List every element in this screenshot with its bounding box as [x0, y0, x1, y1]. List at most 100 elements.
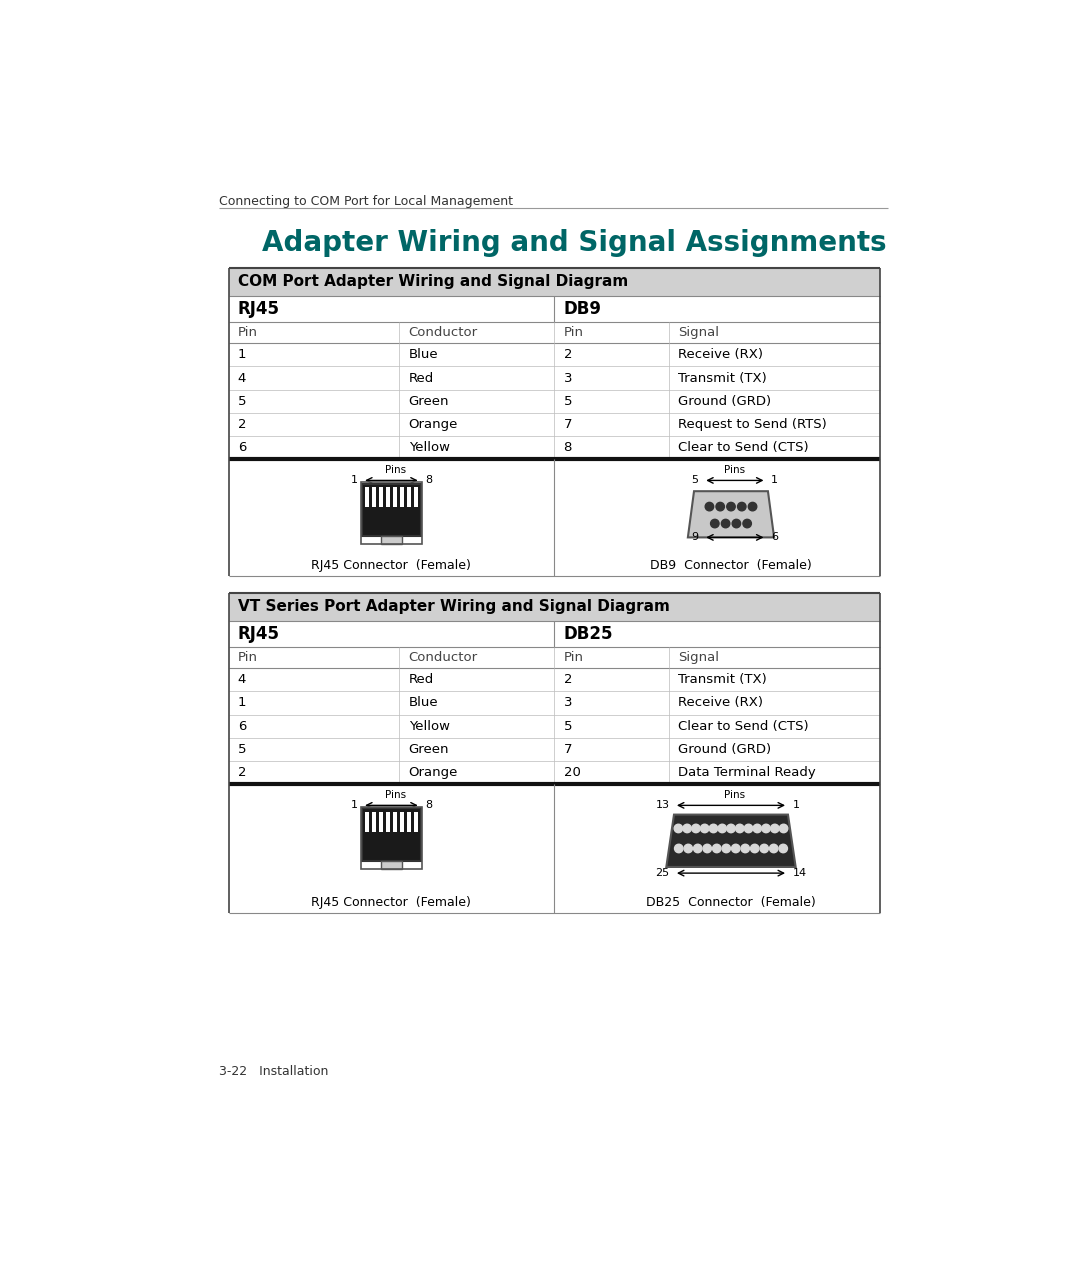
Text: RJ45 Connector  (Female): RJ45 Connector (Female)	[311, 559, 471, 572]
Text: Pins: Pins	[725, 465, 745, 475]
Bar	[365, 812, 369, 832]
Bar	[393, 486, 397, 507]
Circle shape	[705, 503, 714, 511]
Text: Pin: Pin	[238, 652, 258, 664]
Circle shape	[780, 824, 787, 833]
Text: 14: 14	[793, 869, 807, 878]
Text: Conductor: Conductor	[408, 652, 477, 664]
Text: 1: 1	[351, 475, 357, 485]
Text: 5: 5	[238, 395, 246, 408]
Text: Ground (GRD): Ground (GRD)	[678, 395, 771, 408]
Circle shape	[711, 519, 719, 528]
Text: 8: 8	[426, 800, 432, 810]
Bar	[380, 536, 402, 544]
Text: Pins: Pins	[384, 790, 406, 800]
Text: Pin: Pin	[238, 326, 258, 339]
Circle shape	[718, 824, 727, 833]
Text: Red: Red	[408, 673, 434, 686]
Text: 6: 6	[238, 720, 246, 733]
Text: Signal: Signal	[678, 326, 719, 339]
Text: Ground (GRD): Ground (GRD)	[678, 743, 771, 756]
Bar	[229, 593, 880, 621]
Text: 1: 1	[771, 475, 778, 485]
Text: 5: 5	[564, 395, 572, 408]
Text: Blue: Blue	[408, 696, 438, 710]
Circle shape	[779, 845, 787, 852]
Text: 25: 25	[656, 869, 670, 878]
Bar	[379, 486, 383, 507]
Text: 5: 5	[691, 475, 699, 485]
Text: 4: 4	[238, 673, 246, 686]
Circle shape	[731, 845, 740, 852]
Text: 5: 5	[238, 743, 246, 756]
Bar	[400, 486, 404, 507]
Circle shape	[744, 824, 753, 833]
Text: 8: 8	[564, 441, 572, 453]
Text: 1: 1	[238, 696, 246, 710]
Circle shape	[771, 824, 779, 833]
Text: Receive (RX): Receive (RX)	[678, 696, 764, 710]
Text: Red: Red	[408, 372, 434, 385]
Circle shape	[748, 503, 757, 511]
Text: DB9: DB9	[564, 300, 602, 318]
Circle shape	[732, 519, 741, 528]
Text: 3: 3	[564, 696, 572, 710]
Text: DB25: DB25	[564, 625, 613, 643]
Bar	[386, 812, 390, 832]
Circle shape	[738, 503, 746, 511]
Text: Request to Send (RTS): Request to Send (RTS)	[678, 418, 827, 431]
Text: Yellow: Yellow	[408, 720, 449, 733]
Circle shape	[761, 824, 770, 833]
Circle shape	[753, 824, 761, 833]
Polygon shape	[688, 491, 774, 537]
Text: 2: 2	[564, 673, 572, 686]
Circle shape	[713, 845, 721, 852]
Text: 3-22   Installation: 3-22 Installation	[218, 1066, 328, 1078]
Bar	[361, 806, 422, 869]
Circle shape	[741, 845, 750, 852]
Circle shape	[684, 845, 692, 852]
Polygon shape	[666, 814, 796, 867]
Bar	[365, 486, 369, 507]
Bar	[380, 861, 402, 869]
Text: 1: 1	[238, 348, 246, 362]
Text: RJ45: RJ45	[238, 300, 280, 318]
Text: Receive (RX): Receive (RX)	[678, 348, 764, 362]
Text: Pin: Pin	[564, 652, 583, 664]
Circle shape	[743, 519, 752, 528]
Text: Transmit (TX): Transmit (TX)	[678, 372, 767, 385]
Bar	[393, 812, 397, 832]
Bar	[414, 812, 418, 832]
Text: Signal: Signal	[678, 652, 719, 664]
Bar	[407, 486, 411, 507]
Text: 4: 4	[238, 372, 246, 385]
Bar	[372, 812, 376, 832]
Text: 13: 13	[656, 800, 670, 810]
Text: 6: 6	[771, 532, 778, 542]
Text: 1: 1	[793, 800, 799, 810]
Text: 7: 7	[564, 743, 572, 756]
Text: Transmit (TX): Transmit (TX)	[678, 673, 767, 686]
Text: Clear to Send (CTS): Clear to Send (CTS)	[678, 720, 809, 733]
Bar	[361, 481, 422, 544]
Text: RJ45 Connector  (Female): RJ45 Connector (Female)	[311, 895, 471, 909]
Text: DB9  Connector  (Female): DB9 Connector (Female)	[650, 559, 812, 572]
Text: 20: 20	[564, 766, 580, 779]
Text: 5: 5	[564, 720, 572, 733]
Text: 8: 8	[426, 475, 432, 485]
Circle shape	[675, 845, 683, 852]
Bar	[229, 268, 880, 296]
Text: Pins: Pins	[384, 465, 406, 475]
Text: VT Series Port Adapter Wiring and Signal Diagram: VT Series Port Adapter Wiring and Signal…	[238, 599, 670, 615]
Circle shape	[727, 824, 735, 833]
Circle shape	[723, 845, 730, 852]
Text: Orange: Orange	[408, 418, 458, 431]
Text: Data Terminal Ready: Data Terminal Ready	[678, 766, 816, 779]
Text: 6: 6	[238, 441, 246, 453]
Text: RJ45: RJ45	[238, 625, 280, 643]
Text: 2: 2	[564, 348, 572, 362]
Bar	[362, 484, 421, 536]
Text: Adapter Wiring and Signal Assignments: Adapter Wiring and Signal Assignments	[262, 230, 887, 258]
Bar	[414, 486, 418, 507]
Circle shape	[727, 503, 735, 511]
